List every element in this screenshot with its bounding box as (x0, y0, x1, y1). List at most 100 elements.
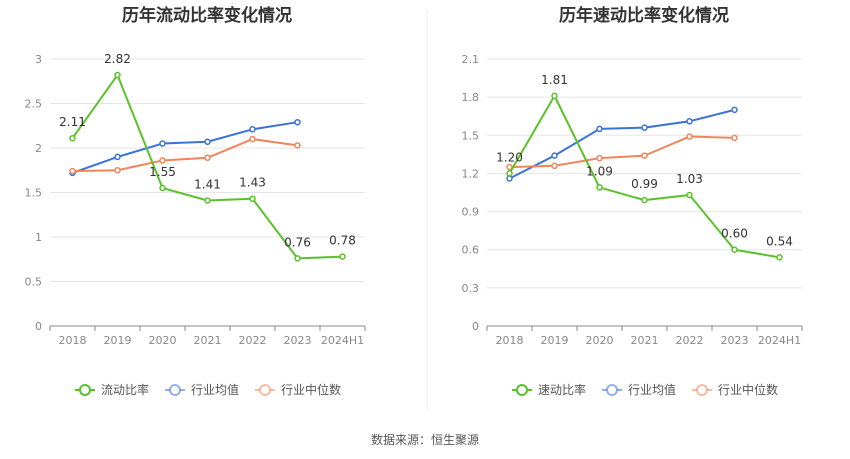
legend-swatch-marker (606, 384, 618, 396)
y-tick-label: 2 (35, 142, 42, 155)
y-tick-label: 1.5 (462, 129, 480, 142)
x-tick-label: 2019 (104, 334, 132, 347)
legend-swatch-marker (696, 384, 708, 396)
legend-label: 行业均值 (191, 382, 239, 397)
x-tick-label: 2021 (194, 334, 222, 347)
data-point (776, 254, 783, 261)
y-tick-label: 3 (35, 53, 42, 66)
data-label: 1.09 (586, 164, 613, 178)
legend-item[interactable]: 行业中位数 (692, 382, 778, 397)
y-tick-label: 2.1 (462, 53, 480, 66)
legend-swatch-marker (169, 384, 181, 396)
legend-item[interactable]: 行业均值 (602, 382, 676, 397)
data-point (294, 142, 301, 149)
data-label: 2.82 (104, 52, 131, 66)
data-point (114, 167, 121, 174)
data-label: 1.41 (194, 178, 221, 192)
legend-label: 流动比率 (101, 382, 149, 397)
chart-title: 历年流动比率变化情况 (122, 5, 292, 26)
data-point (159, 184, 166, 192)
data-source-note: 数据来源：恒生聚源 (371, 432, 479, 447)
data-point (596, 184, 603, 191)
data-point (686, 118, 693, 125)
legend-item[interactable]: 流动比率 (75, 382, 149, 397)
data-label: 0.76 (284, 235, 311, 249)
data-point (506, 175, 513, 182)
data-label: 1.03 (676, 172, 703, 186)
legend-label: 行业均值 (628, 382, 676, 397)
x-tick-label: 2023 (721, 334, 749, 347)
data-point (596, 125, 603, 133)
legend-item[interactable]: 速动比率 (512, 382, 586, 397)
data-point (114, 153, 121, 161)
x-tick-label: 2022 (676, 334, 704, 347)
y-tick-label: 0 (35, 320, 42, 333)
data-point (641, 124, 648, 131)
x-tick-label: 2022 (239, 334, 267, 347)
data-point (506, 163, 513, 171)
series-line (72, 121, 298, 174)
legend-swatch-marker (79, 384, 91, 396)
y-tick-label: 0.3 (462, 282, 480, 295)
data-point (551, 152, 558, 159)
data-point (551, 92, 558, 100)
legend-label: 速动比率 (538, 382, 586, 397)
x-tick-label: 2019 (541, 334, 569, 347)
chart-title: 历年速动比率变化情况 (559, 5, 729, 26)
x-tick-label: 2023 (284, 334, 312, 347)
y-tick-label: 1.2 (462, 167, 480, 180)
x-tick-label: 2021 (631, 334, 659, 347)
data-point (114, 71, 121, 79)
legend-item[interactable]: 行业均值 (165, 382, 239, 397)
legend-swatch-marker (516, 384, 528, 396)
data-point (339, 253, 346, 260)
y-tick-label: 1.5 (25, 187, 43, 200)
chart-panel-current-ratio: 历年流动比率变化情况 0 0.5 1 1.5 2 2.5 3 2018 2019 2020 2021 2… (25, 5, 366, 397)
data-label: 2.11 (59, 115, 86, 129)
y-tick-label: 0.6 (462, 244, 480, 257)
data-point (551, 162, 558, 170)
x-tick-label: 2024H1 (758, 334, 801, 347)
data-point (506, 170, 513, 177)
data-label: 0.78 (329, 234, 356, 248)
y-tick-label: 2.5 (25, 98, 43, 111)
data-point (69, 134, 76, 142)
data-label: 1.81 (541, 73, 568, 87)
y-tick-label: 0.5 (25, 276, 43, 289)
data-point (204, 154, 211, 162)
data-label: 1.20 (496, 150, 523, 164)
legend-swatch-marker (259, 384, 271, 396)
x-tick-label: 2018 (496, 334, 524, 347)
data-point (159, 157, 166, 164)
data-label: 0.54 (766, 234, 793, 248)
data-point (204, 138, 211, 146)
series-line (509, 108, 735, 180)
data-point (596, 154, 603, 162)
legend-item[interactable]: 行业中位数 (255, 382, 341, 397)
series-line (509, 135, 735, 169)
data-point (249, 195, 256, 202)
x-tick-label: 2020 (586, 334, 614, 347)
y-tick-label: 0.9 (462, 206, 480, 219)
x-tick-label: 2024H1 (321, 334, 364, 347)
data-label: 1.55 (149, 165, 176, 179)
series-line (71, 74, 343, 260)
data-label: 0.60 (721, 227, 748, 241)
y-tick-label: 1.8 (462, 91, 480, 104)
data-point (69, 167, 76, 175)
data-point (294, 255, 301, 262)
data-point (686, 133, 693, 140)
x-tick-label: 2020 (149, 334, 177, 347)
legend-label: 行业中位数 (281, 382, 341, 397)
data-point (731, 106, 738, 114)
data-label: 0.99 (631, 177, 658, 191)
data-point (641, 152, 648, 159)
data-point (204, 197, 211, 204)
data-point (249, 126, 256, 133)
data-point (731, 246, 738, 253)
data-point (731, 134, 738, 142)
data-point (686, 191, 693, 199)
x-tick-label: 2018 (59, 334, 87, 347)
data-point (641, 196, 648, 204)
